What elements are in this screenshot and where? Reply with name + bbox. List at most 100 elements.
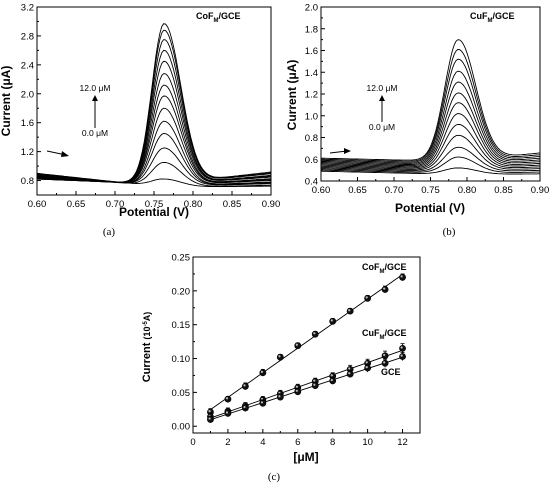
panel-c-data-point-highlight	[278, 355, 281, 358]
panel-c-data-point-highlight	[208, 417, 211, 420]
panel-b-x-tick-label: 0.60	[312, 185, 331, 196]
panel-c-y-ticks: 0.00 0.05 0.10 0.15 0.20 0.25	[172, 253, 197, 433]
panel-a-x-ticks: 0.60 0.65 0.70 0.75 0.80 0.85 0.90	[28, 191, 281, 210]
panel-c-frame	[192, 256, 421, 434]
panel-b-y-tick-label: 2.0	[305, 3, 318, 14]
panel-c-y-tick-label: 0.20	[172, 286, 191, 297]
panel-a-x-tick-label: 0.70	[106, 199, 125, 210]
panel-b-voltammogram	[320, 134, 541, 171]
panel-c-data-point	[259, 369, 267, 377]
panel-c-data-point	[224, 395, 232, 403]
panel-a-x-tick-label: 0.90	[262, 199, 281, 210]
panel-c-x-tick-label: 2	[225, 437, 230, 448]
panel-c-fit-line-2	[210, 356, 403, 421]
panel-c-data-point	[276, 393, 284, 401]
panel-c-data-point-highlight	[400, 354, 403, 357]
panel-a-y-ticks: 0.8 1.2 1.6 2.0 2.4 2.8 3.2	[21, 3, 41, 187]
panel-c-data-point-highlight	[225, 411, 229, 414]
panel-b-label: (b)	[443, 226, 456, 238]
panel-b-voltammogram	[320, 81, 541, 165]
panel-c-data-point	[329, 377, 337, 385]
panel-c-fit-line-0	[210, 274, 403, 410]
panel-c-data-point-highlight	[225, 397, 229, 400]
panel-b-voltammogram	[321, 39, 541, 161]
panel-b-x-axis-title: Potential (V)	[395, 201, 465, 215]
panel-c-x-tick-label: 8	[330, 437, 335, 448]
panel-a-y-tick-label: 1.6	[21, 118, 34, 129]
panel-c-data-point	[311, 330, 319, 338]
panel-c-data-point	[399, 353, 406, 360]
panel-a-y-tick-label: 0.8	[21, 176, 34, 187]
panel-c-data-point	[399, 273, 406, 281]
panel-c-data-point-highlight	[295, 385, 298, 388]
panel-b-voltammogram	[321, 48, 541, 162]
panel-b-x-tick-label: 0.65	[348, 185, 367, 196]
panel-c-y-axis-title: Current(10-5A)	[141, 312, 153, 383]
panel-c-x-tick-label: 12	[397, 437, 408, 448]
panel-c-data-point	[241, 404, 249, 412]
panel-b-conc-top-label: 12.0 μM	[367, 83, 398, 93]
panel-c-data-point	[381, 286, 389, 293]
panel-a-y-tick-label: 2.0	[21, 89, 34, 100]
panel-b-y-tick-label: 1.4	[305, 68, 318, 79]
panel-c-data-point	[294, 342, 302, 350]
panel-b-x-tick-label: 0.85	[494, 185, 513, 196]
panel-a-y-tick-label: 2.8	[21, 31, 34, 42]
panel-c-data-point	[399, 344, 406, 352]
panel-b-voltammogram	[321, 102, 541, 168]
panel-b-y-tick-label: 1.8	[305, 24, 318, 35]
panel-c-y-tick-label: 0.25	[172, 253, 191, 264]
panel-a-conc-arrow-head	[92, 95, 98, 101]
panel-c-label: (c)	[268, 471, 281, 483]
panel-c-data-point	[241, 382, 249, 390]
panel-c-data-point-highlight	[383, 287, 386, 290]
panel-c-data-point	[346, 370, 354, 378]
panel-c-data-point	[381, 352, 389, 360]
panel-c-series-label-gce: GCE	[381, 367, 401, 377]
panel-a-label: (a)	[103, 226, 116, 238]
panel-a-y-axis-title: Current (μA)	[0, 66, 13, 137]
panel-c-data-point-highlight	[365, 361, 368, 364]
panel-b-voltammogram	[320, 167, 540, 175]
panel-b-x-tick-label: 0.80	[458, 185, 477, 196]
panel-a-y-tick-label: 1.2	[21, 147, 34, 158]
panel-a-voltammogram	[36, 147, 272, 186]
panel-a-frame	[36, 6, 272, 196]
panel-b-y-tick-label: 1.2	[305, 90, 318, 101]
panel-a-x-tick-label: 0.75	[145, 199, 164, 210]
panel-a-y-tick-label: 2.4	[21, 60, 34, 71]
panel-c-y-tick-label: 0.00	[172, 422, 191, 433]
panel-a-x-axis-title: Potential (V)	[119, 205, 189, 219]
panel-c-series-label-cuf: CuFM/GCE	[362, 328, 407, 341]
panel-c-data-point-highlight	[348, 309, 351, 312]
panel-c-chart: 0 2 4 6 8 10 12 0.000.050.100.150.200.25 [μM] …	[141, 253, 421, 483]
panel-b-y-tick-label: 0.8	[305, 133, 318, 144]
panel-c-data-point	[294, 388, 302, 396]
panel-c-data-point	[346, 307, 354, 315]
panel-b-voltammogram	[321, 124, 540, 170]
panel-c-data-point	[259, 399, 267, 407]
panel-a-voltammogram	[36, 107, 272, 184]
panel-a-voltammogram	[36, 172, 271, 188]
panel-c-data-point	[224, 409, 232, 417]
panel-c-y-tick-label: 0.10	[172, 354, 191, 365]
panel-c-data-point-highlight	[243, 384, 246, 387]
panel-b-legend: CuFM/GCE	[470, 11, 515, 24]
panel-c-data-point-highlight	[243, 405, 246, 409]
panel-b-x-tick-label: 0.70	[385, 185, 404, 196]
panel-c-data-point	[381, 359, 389, 367]
panel-c-data-point-highlight	[260, 370, 264, 373]
panel-a-x-tick-label: 0.65	[67, 199, 86, 210]
panel-c-data-point-highlight	[260, 401, 264, 404]
panel-b-y-tick-label: 0.6	[305, 155, 318, 166]
panel-c-data-point-highlight	[365, 296, 368, 299]
panel-a-x-tick-label: 0.60	[28, 199, 47, 210]
panel-a-voltammogram	[36, 39, 272, 183]
panel-b-x-tick-label: 0.90	[531, 185, 550, 196]
panel-a-conc-bottom-label: 0.0 μM	[82, 128, 108, 138]
panel-c-data-point-highlight	[365, 366, 368, 369]
panel-b-chart: 0.60 0.65 0.70 0.75 0.80 0.85 0.90 0.4 0.6 0.8 1.…	[285, 3, 549, 239]
panel-c-data-point-highlight	[278, 395, 281, 398]
panel-b-voltammogram	[320, 58, 541, 163]
panel-c-x-tick-label: 10	[362, 437, 373, 448]
